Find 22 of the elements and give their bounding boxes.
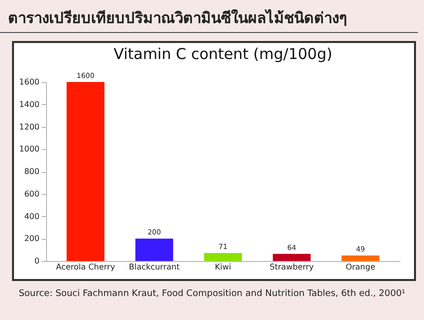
y-tick-label: 1200 <box>19 122 40 132</box>
bar <box>342 256 380 261</box>
x-tick-label: Acerola Cherry <box>56 262 116 272</box>
x-tick-label: Orange <box>346 262 376 272</box>
chart-subtitle: Vitamin C content (mg/100g) <box>114 45 332 63</box>
bar <box>135 238 174 261</box>
x-tick-label: Strawberry <box>270 262 314 272</box>
y-tick-label: 0 <box>34 256 40 266</box>
y-tick-label: 1400 <box>19 100 40 109</box>
source-note: Source: Souci Fachmann Kraut, Food Composition and Nutrition Tables, 6th ed., 2000¹ <box>18 289 406 299</box>
x-tick-label: Blackcurrant <box>128 262 180 272</box>
x-tick-label: Kiwi <box>214 262 232 272</box>
y-tick-label: 400 <box>24 212 40 221</box>
y-tick-label: 200 <box>24 234 40 244</box>
y-tick-label: 800 <box>24 167 40 176</box>
y-tick-label: 1600 <box>19 78 40 86</box>
bar <box>204 253 242 261</box>
y-tick-label: 1000 <box>19 144 40 154</box>
chart-title: ตารางเปรียบเทียบปริมาณวิตามินซีในผลไม้ชนิดต่างๆ <box>0 0 418 33</box>
bar <box>272 254 311 261</box>
bar <box>66 82 104 261</box>
y-tick-label: 600 <box>24 189 40 198</box>
